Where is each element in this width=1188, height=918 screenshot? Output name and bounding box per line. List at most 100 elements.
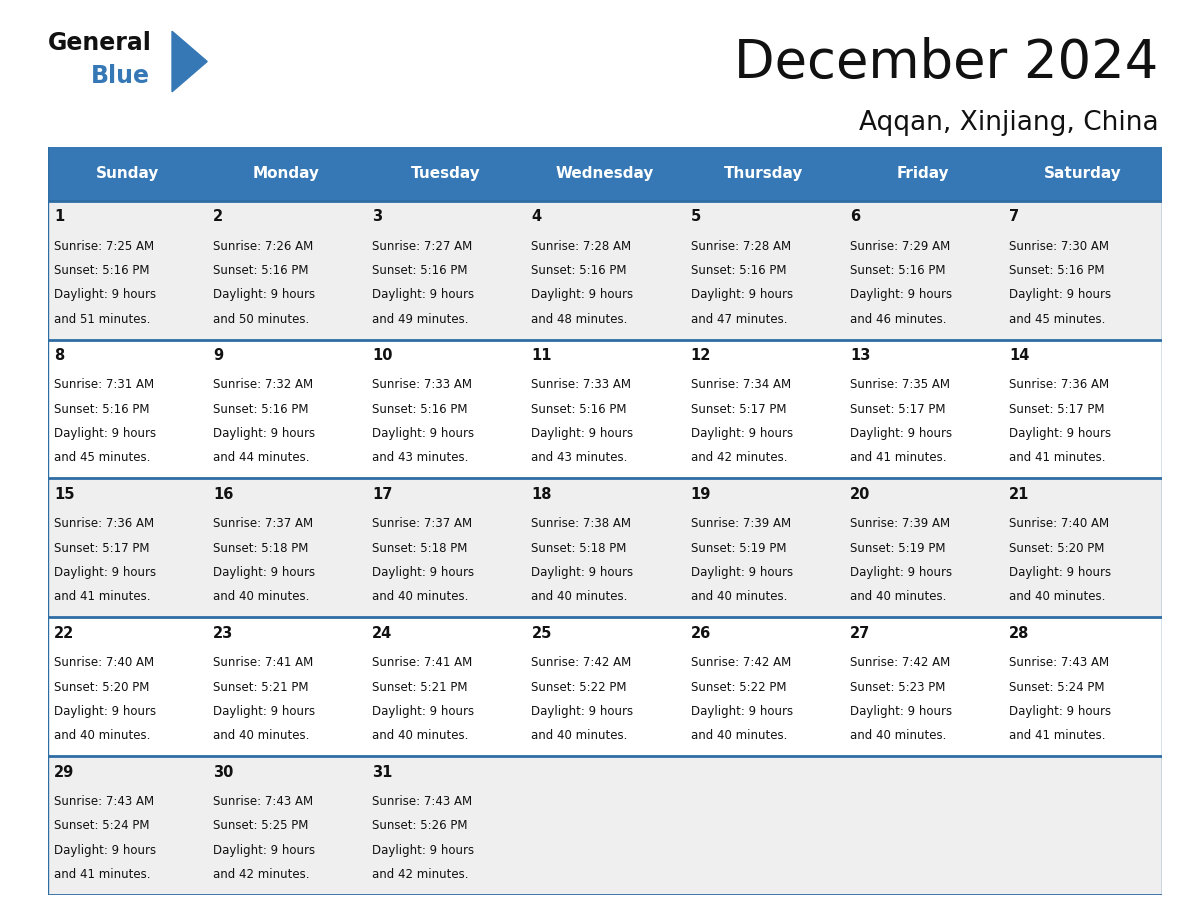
- Text: Sunrise: 7:28 AM: Sunrise: 7:28 AM: [690, 240, 791, 252]
- Text: and 45 minutes.: and 45 minutes.: [1009, 312, 1105, 326]
- Text: Sunrise: 7:40 AM: Sunrise: 7:40 AM: [53, 656, 154, 669]
- Text: Friday: Friday: [897, 166, 949, 182]
- Text: Daylight: 9 hours: Daylight: 9 hours: [213, 705, 315, 718]
- Text: 22: 22: [53, 626, 74, 641]
- Text: and 40 minutes.: and 40 minutes.: [213, 729, 309, 742]
- Text: December 2024: December 2024: [734, 37, 1158, 89]
- Bar: [48, 201, 1162, 340]
- Text: 10: 10: [372, 348, 393, 363]
- Bar: [48, 147, 207, 201]
- Text: and 41 minutes.: and 41 minutes.: [1009, 729, 1106, 742]
- Text: 4: 4: [531, 209, 542, 224]
- Text: Sunset: 5:24 PM: Sunset: 5:24 PM: [53, 820, 150, 833]
- Text: Daylight: 9 hours: Daylight: 9 hours: [372, 566, 474, 579]
- Text: Sunset: 5:16 PM: Sunset: 5:16 PM: [213, 264, 309, 277]
- Text: and 48 minutes.: and 48 minutes.: [531, 312, 627, 326]
- Text: Sunrise: 7:35 AM: Sunrise: 7:35 AM: [849, 378, 950, 391]
- Text: and 40 minutes.: and 40 minutes.: [849, 729, 946, 742]
- Bar: [366, 147, 525, 201]
- Text: Daylight: 9 hours: Daylight: 9 hours: [53, 705, 156, 718]
- Polygon shape: [172, 31, 207, 92]
- Text: 8: 8: [53, 348, 64, 363]
- Text: Daylight: 9 hours: Daylight: 9 hours: [690, 705, 792, 718]
- Text: 30: 30: [213, 765, 234, 779]
- Text: 21: 21: [1009, 487, 1030, 502]
- Text: and 44 minutes.: and 44 minutes.: [213, 452, 310, 465]
- Text: 5: 5: [690, 209, 701, 224]
- Text: Sunset: 5:16 PM: Sunset: 5:16 PM: [53, 403, 150, 416]
- Text: Sunset: 5:16 PM: Sunset: 5:16 PM: [53, 264, 150, 277]
- Bar: [48, 478, 1162, 617]
- Text: Sunset: 5:16 PM: Sunset: 5:16 PM: [372, 403, 468, 416]
- Text: Sunday: Sunday: [95, 166, 159, 182]
- Text: Sunrise: 7:39 AM: Sunrise: 7:39 AM: [690, 518, 791, 531]
- Text: Sunrise: 7:28 AM: Sunrise: 7:28 AM: [531, 240, 632, 252]
- Text: Sunrise: 7:41 AM: Sunrise: 7:41 AM: [372, 656, 473, 669]
- Text: and 51 minutes.: and 51 minutes.: [53, 312, 150, 326]
- Text: Sunset: 5:22 PM: Sunset: 5:22 PM: [690, 680, 786, 693]
- Bar: [1003, 147, 1162, 201]
- Text: and 40 minutes.: and 40 minutes.: [531, 590, 627, 603]
- Text: Sunset: 5:21 PM: Sunset: 5:21 PM: [213, 680, 309, 693]
- Text: Sunset: 5:18 PM: Sunset: 5:18 PM: [531, 542, 627, 554]
- Text: 3: 3: [372, 209, 383, 224]
- Text: Sunset: 5:18 PM: Sunset: 5:18 PM: [372, 542, 468, 554]
- Text: Daylight: 9 hours: Daylight: 9 hours: [372, 427, 474, 440]
- Text: Daylight: 9 hours: Daylight: 9 hours: [531, 705, 633, 718]
- Text: Sunrise: 7:39 AM: Sunrise: 7:39 AM: [849, 518, 950, 531]
- Text: Sunset: 5:17 PM: Sunset: 5:17 PM: [53, 542, 150, 554]
- Text: and 47 minutes.: and 47 minutes.: [690, 312, 788, 326]
- Text: and 45 minutes.: and 45 minutes.: [53, 452, 150, 465]
- Text: Sunset: 5:19 PM: Sunset: 5:19 PM: [690, 542, 786, 554]
- Text: Sunrise: 7:37 AM: Sunrise: 7:37 AM: [213, 518, 314, 531]
- Text: 28: 28: [1009, 626, 1030, 641]
- Bar: [48, 756, 1162, 895]
- Text: Sunset: 5:16 PM: Sunset: 5:16 PM: [372, 264, 468, 277]
- Text: Sunrise: 7:26 AM: Sunrise: 7:26 AM: [213, 240, 314, 252]
- Text: 19: 19: [690, 487, 712, 502]
- Text: and 40 minutes.: and 40 minutes.: [53, 729, 150, 742]
- Text: 1: 1: [53, 209, 64, 224]
- Text: and 43 minutes.: and 43 minutes.: [372, 452, 468, 465]
- Text: Thursday: Thursday: [725, 166, 803, 182]
- Text: Sunset: 5:22 PM: Sunset: 5:22 PM: [531, 680, 627, 693]
- Text: 13: 13: [849, 348, 871, 363]
- Text: and 40 minutes.: and 40 minutes.: [1009, 590, 1105, 603]
- Text: Daylight: 9 hours: Daylight: 9 hours: [1009, 566, 1111, 579]
- Text: 17: 17: [372, 487, 393, 502]
- Text: 9: 9: [213, 348, 223, 363]
- Text: Sunrise: 7:42 AM: Sunrise: 7:42 AM: [531, 656, 632, 669]
- Text: Blue: Blue: [91, 64, 150, 88]
- Text: and 43 minutes.: and 43 minutes.: [531, 452, 627, 465]
- Text: 31: 31: [372, 765, 393, 779]
- Text: Monday: Monday: [253, 166, 320, 182]
- Text: and 42 minutes.: and 42 minutes.: [372, 868, 469, 881]
- Text: Sunrise: 7:43 AM: Sunrise: 7:43 AM: [53, 795, 154, 808]
- Text: Sunrise: 7:43 AM: Sunrise: 7:43 AM: [372, 795, 473, 808]
- Text: Sunrise: 7:40 AM: Sunrise: 7:40 AM: [1009, 518, 1110, 531]
- Text: 11: 11: [531, 348, 552, 363]
- Text: and 40 minutes.: and 40 minutes.: [213, 590, 309, 603]
- Text: and 40 minutes.: and 40 minutes.: [531, 729, 627, 742]
- Text: Daylight: 9 hours: Daylight: 9 hours: [53, 566, 156, 579]
- Text: Sunset: 5:18 PM: Sunset: 5:18 PM: [213, 542, 309, 554]
- Text: Sunset: 5:16 PM: Sunset: 5:16 PM: [531, 403, 627, 416]
- Text: 16: 16: [213, 487, 234, 502]
- Text: 7: 7: [1009, 209, 1019, 224]
- Text: and 42 minutes.: and 42 minutes.: [690, 452, 788, 465]
- Text: Tuesday: Tuesday: [411, 166, 480, 182]
- Text: Daylight: 9 hours: Daylight: 9 hours: [531, 566, 633, 579]
- Text: Sunrise: 7:36 AM: Sunrise: 7:36 AM: [1009, 378, 1110, 391]
- Text: and 40 minutes.: and 40 minutes.: [849, 590, 946, 603]
- Text: Sunset: 5:26 PM: Sunset: 5:26 PM: [372, 820, 468, 833]
- Text: Sunset: 5:16 PM: Sunset: 5:16 PM: [531, 264, 627, 277]
- Text: and 40 minutes.: and 40 minutes.: [372, 729, 468, 742]
- Text: and 41 minutes.: and 41 minutes.: [53, 868, 151, 881]
- Text: Sunset: 5:17 PM: Sunset: 5:17 PM: [849, 403, 946, 416]
- Text: and 49 minutes.: and 49 minutes.: [372, 312, 469, 326]
- Text: Sunrise: 7:33 AM: Sunrise: 7:33 AM: [372, 378, 473, 391]
- Text: Sunset: 5:16 PM: Sunset: 5:16 PM: [849, 264, 946, 277]
- Text: Sunrise: 7:37 AM: Sunrise: 7:37 AM: [372, 518, 473, 531]
- Text: Daylight: 9 hours: Daylight: 9 hours: [849, 566, 952, 579]
- Text: Sunrise: 7:41 AM: Sunrise: 7:41 AM: [213, 656, 314, 669]
